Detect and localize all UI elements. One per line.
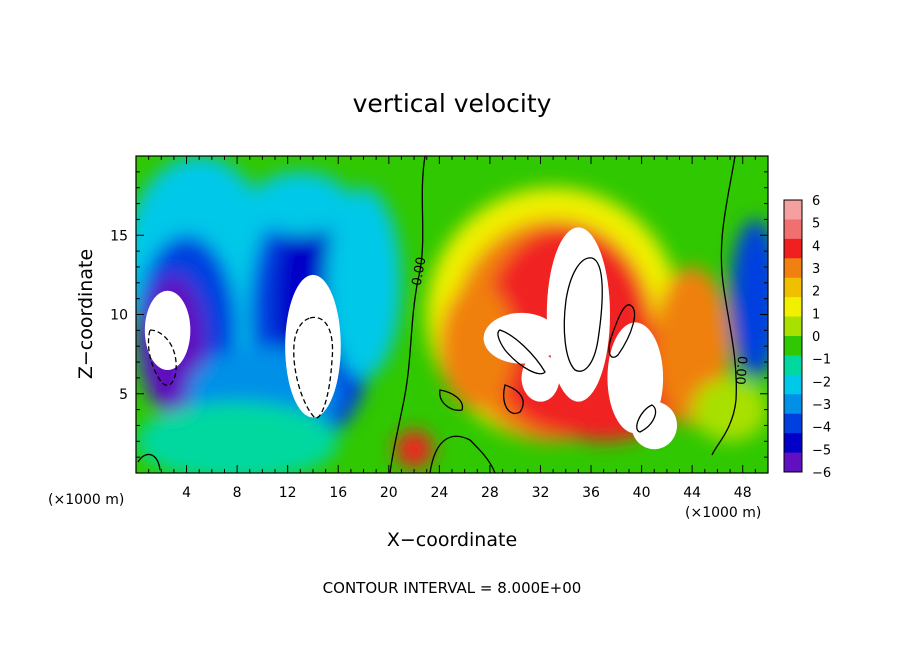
- colorbar-label: −5: [812, 443, 831, 458]
- x-tick-label: 16: [329, 485, 347, 501]
- contour-lower-left-blob: [439, 389, 464, 411]
- field-blob: [325, 187, 402, 378]
- y-ticks: 5 10 15: [110, 171, 768, 458]
- core-region: [631, 401, 677, 450]
- y-axis-label: Z−coordinate: [75, 249, 97, 379]
- zero-contour-left: [389, 156, 426, 473]
- x-tick-label: 44: [683, 485, 701, 501]
- field-blob: [395, 430, 434, 469]
- core-region: [144, 290, 191, 370]
- x-tick-label: 12: [279, 485, 297, 501]
- field-blob: [249, 171, 351, 236]
- plot-area: 0.00 0.00: [136, 156, 768, 473]
- colorbar-swatch: [784, 394, 802, 415]
- colorbar-label: 2: [812, 285, 820, 300]
- zero-contour-right: [711, 156, 737, 456]
- core-region: [285, 274, 341, 418]
- field-blob: [692, 377, 768, 442]
- contour-label-left: 0.00: [410, 256, 430, 287]
- y-tick-label: 15: [110, 228, 128, 244]
- colorbar-label: −6: [812, 466, 831, 481]
- colorbar-swatch: [784, 316, 802, 337]
- colorbar-label: −4: [812, 421, 831, 436]
- y-tick-label: 5: [119, 387, 128, 403]
- field-blob: [730, 219, 768, 378]
- contour-lines: [137, 156, 737, 473]
- colorbar: 6 5 4 3 2 1 0 −1 −2 −3 −4 −5 −6: [783, 194, 831, 481]
- colorbar-label: 0: [812, 330, 820, 345]
- x-tick-label: 40: [633, 485, 651, 501]
- colorbar-label: 4: [812, 239, 820, 254]
- velocity-cores: [144, 227, 677, 450]
- colorbar-label: −2: [812, 375, 831, 390]
- x-tick-label: 20: [380, 485, 398, 501]
- colorbar-label: 6: [812, 194, 820, 209]
- field-blob: [439, 282, 516, 410]
- x-unit-left: (×1000 m): [48, 492, 124, 508]
- x-unit-right: (×1000 m): [685, 505, 761, 521]
- colorbar-swatch: [784, 277, 802, 298]
- contour-label-right: 0.00: [732, 355, 749, 385]
- colorbar-label: −3: [812, 398, 831, 413]
- colorbar-swatch: [784, 433, 802, 454]
- colorbar-swatch: [784, 238, 802, 259]
- contour-bl-corner: [137, 453, 161, 471]
- solid-contour-lobe: [497, 329, 546, 375]
- solid-contour-core: [563, 257, 603, 372]
- colorbar-frame: [783, 199, 803, 473]
- x-tick-label: 28: [481, 485, 499, 501]
- colorbar-swatch: [784, 374, 802, 395]
- dashed-contour-left: [147, 329, 177, 386]
- x-axis-label: X−coordinate: [387, 529, 517, 551]
- colorbar-swatch: [784, 336, 802, 356]
- colorbar-label: 5: [812, 217, 820, 232]
- colorbar-label: 3: [812, 262, 820, 277]
- contour-bottom-wiggle: [429, 435, 496, 473]
- colorbar-label: 1: [812, 307, 820, 322]
- x-tick-label: 24: [430, 485, 448, 501]
- x-tick-label: 48: [734, 485, 752, 501]
- colorbar-swatch: [784, 355, 802, 376]
- y-tick-label: 10: [110, 308, 128, 324]
- contour-interval: CONTOUR INTERVAL = 8.000E+00: [323, 579, 582, 597]
- solid-contour-lobe2: [608, 304, 635, 358]
- x-tick-label: 8: [233, 485, 242, 501]
- core-region: [483, 312, 560, 364]
- solid-contour-lowright: [636, 404, 657, 433]
- colorbar-swatch: [784, 258, 802, 279]
- x-tick-label: 36: [582, 485, 600, 501]
- colorbar-swatch: [784, 413, 802, 434]
- colorbar-swatch: [784, 200, 802, 220]
- x-tick-label: 32: [532, 485, 550, 501]
- chart-title: vertical velocity: [353, 89, 552, 118]
- field-blob: [136, 401, 339, 473]
- colorbar-label: −1: [812, 353, 831, 368]
- core-region: [546, 227, 611, 402]
- colorbar-swatch: [784, 219, 802, 240]
- x-tick-label: 4: [182, 485, 191, 501]
- colorbar-swatch: [784, 452, 802, 473]
- core-region: [521, 354, 560, 402]
- x-ticks: 4 8 12 16 20 24 28 32 36 40 44 48: [148, 156, 756, 501]
- colorbar-swatch: [784, 297, 802, 318]
- solid-contour-lower: [503, 384, 524, 415]
